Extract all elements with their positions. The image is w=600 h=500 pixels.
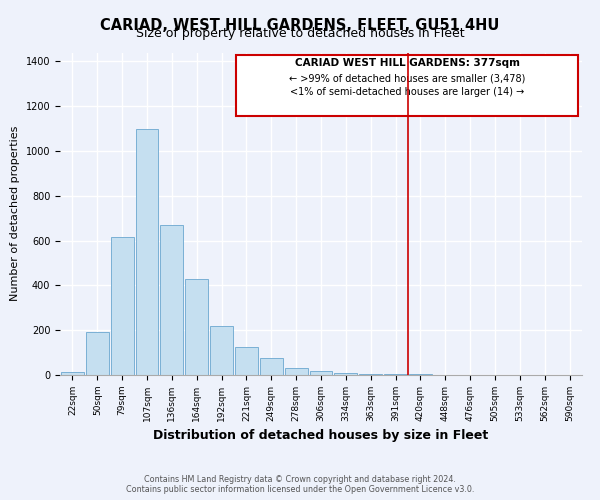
Text: <1% of semi-detached houses are larger (14) →: <1% of semi-detached houses are larger (…: [290, 86, 524, 97]
Text: Contains HM Land Registry data © Crown copyright and database right 2024.
Contai: Contains HM Land Registry data © Crown c…: [126, 474, 474, 494]
Bar: [409, 374, 432, 375]
Bar: [359, 374, 382, 375]
Text: CARIAD, WEST HILL GARDENS, FLEET, GU51 4HU: CARIAD, WEST HILL GARDENS, FLEET, GU51 4…: [100, 18, 500, 32]
Bar: [310, 370, 332, 375]
Bar: [160, 225, 183, 375]
Bar: [86, 332, 109, 375]
Bar: [285, 368, 308, 375]
Y-axis label: Number of detached properties: Number of detached properties: [10, 126, 20, 302]
Bar: [210, 326, 233, 375]
Text: ← >99% of detached houses are smaller (3,478): ← >99% of detached houses are smaller (3…: [289, 74, 526, 84]
Bar: [235, 347, 258, 375]
Text: CARIAD WEST HILL GARDENS: 377sqm: CARIAD WEST HILL GARDENS: 377sqm: [295, 58, 520, 68]
Bar: [61, 372, 84, 375]
Text: Size of property relative to detached houses in Fleet: Size of property relative to detached ho…: [136, 28, 464, 40]
FancyBboxPatch shape: [236, 54, 578, 116]
Bar: [136, 128, 158, 375]
Bar: [111, 238, 134, 375]
Bar: [260, 358, 283, 375]
Bar: [185, 278, 208, 375]
Bar: [384, 374, 407, 375]
X-axis label: Distribution of detached houses by size in Fleet: Distribution of detached houses by size …: [154, 430, 488, 442]
Bar: [334, 373, 357, 375]
